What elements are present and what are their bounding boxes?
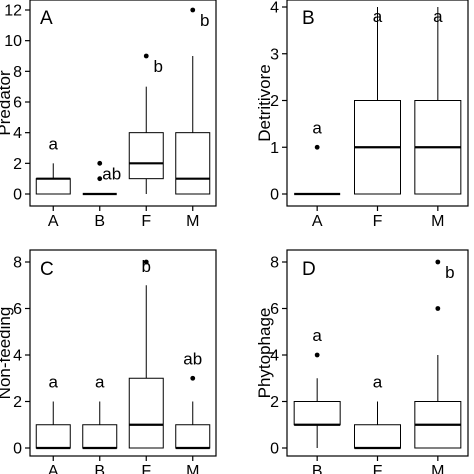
y-tick-label: 8 (13, 255, 22, 272)
outlier-point (143, 53, 149, 59)
significance-letter: a (373, 7, 383, 26)
y-axis-label: Non-feeding (0, 307, 14, 400)
iqr-box (354, 424, 401, 449)
iqr-box (82, 424, 118, 449)
x-tick-label: F (373, 213, 383, 230)
y-tick-label: 12 (4, 3, 22, 20)
y-axis-label: Phytophage (255, 308, 274, 399)
outlier-point (97, 160, 103, 166)
iqr-box (35, 178, 71, 195)
outlier-point (435, 259, 441, 265)
x-tick-label: B (312, 463, 323, 474)
significance-letter: b (200, 11, 209, 30)
y-tick-label: 0 (270, 187, 279, 204)
x-tick-label: B (94, 213, 105, 230)
box-m: Mab (175, 349, 211, 474)
box-m: Mb (414, 259, 462, 474)
x-tick-label: A (312, 213, 323, 230)
significance-letter: b (154, 57, 163, 76)
x-tick-label: A (48, 463, 59, 474)
box-m: Mb (175, 7, 211, 230)
outlier-point (435, 306, 441, 311)
significance-letter: a (312, 118, 322, 137)
y-tick-label: 4 (13, 125, 22, 142)
box-f: Fb (128, 53, 164, 230)
box-f: Fa (354, 373, 401, 474)
iqr-box (35, 424, 71, 449)
box-b: Ba (82, 373, 118, 474)
y-tick-label: 0 (13, 441, 22, 458)
significance-letter: a (312, 326, 322, 345)
significance-letter: ab (183, 349, 202, 368)
x-tick-label: A (48, 213, 59, 230)
panel-letter: D (302, 259, 316, 280)
box-f: Fa (354, 7, 401, 230)
significance-letter: a (95, 373, 105, 392)
y-tick-label: 2 (270, 93, 279, 110)
x-tick-label: M (431, 463, 444, 474)
x-tick-label: M (186, 213, 199, 230)
outlier-point (190, 7, 196, 13)
panel-letter: B (302, 8, 315, 29)
outlier-point (143, 259, 149, 265)
significance-letter: b (142, 257, 151, 276)
x-tick-label: F (141, 213, 151, 230)
y-tick-label: 2 (270, 394, 279, 411)
x-tick-label: F (141, 463, 151, 474)
y-tick-label: 6 (13, 95, 22, 112)
x-tick-label: F (373, 463, 383, 474)
y-axis-label: Detritivore (255, 64, 274, 141)
significance-letter: a (49, 134, 59, 153)
panel-border (29, 0, 217, 207)
panel-letter: C (40, 259, 54, 280)
box-a: Aa (35, 134, 71, 230)
x-tick-label: B (94, 463, 105, 474)
box-f: Fb (128, 257, 164, 474)
y-tick-label: 10 (4, 33, 22, 50)
x-tick-label: M (186, 463, 199, 474)
significance-letter: a (49, 373, 59, 392)
box-m: Ma (414, 7, 462, 230)
y-tick-label: 1 (270, 140, 279, 157)
y-tick-label: 2 (13, 394, 22, 411)
y-tick-label: 8 (13, 64, 22, 81)
box-b: Bab (82, 160, 121, 230)
outlier-point (190, 375, 196, 381)
y-axis-label: Predator (0, 70, 14, 136)
iqr-box (128, 377, 164, 449)
y-tick-label: 4 (13, 348, 22, 365)
y-tick-label: 0 (270, 441, 279, 458)
y-tick-label: 4 (270, 348, 279, 365)
box-a: Aa (294, 118, 341, 230)
significance-letter: a (433, 7, 443, 26)
y-tick-label: 2 (13, 156, 22, 173)
y-tick-label: 6 (13, 301, 22, 318)
y-tick-label: 0 (13, 187, 22, 204)
iqr-box (175, 132, 211, 195)
y-tick-label: 8 (270, 255, 279, 272)
outlier-point (314, 144, 320, 150)
iqr-box (293, 401, 341, 426)
iqr-box (175, 424, 211, 449)
outlier-point (97, 176, 103, 182)
significance-letter: b (445, 263, 454, 282)
box-b: Ba (293, 326, 341, 474)
y-tick-label: 4 (270, 0, 279, 17)
outlier-point (314, 352, 320, 358)
box-a: Aa (35, 373, 71, 474)
y-tick-label: 6 (270, 301, 279, 318)
x-tick-label: M (431, 213, 444, 230)
panel-letter: A (40, 8, 53, 29)
significance-letter: ab (102, 164, 121, 183)
significance-letter: a (373, 373, 383, 392)
iqr-box (128, 132, 164, 180)
panel-border (29, 249, 217, 457)
y-tick-label: 3 (270, 46, 279, 63)
